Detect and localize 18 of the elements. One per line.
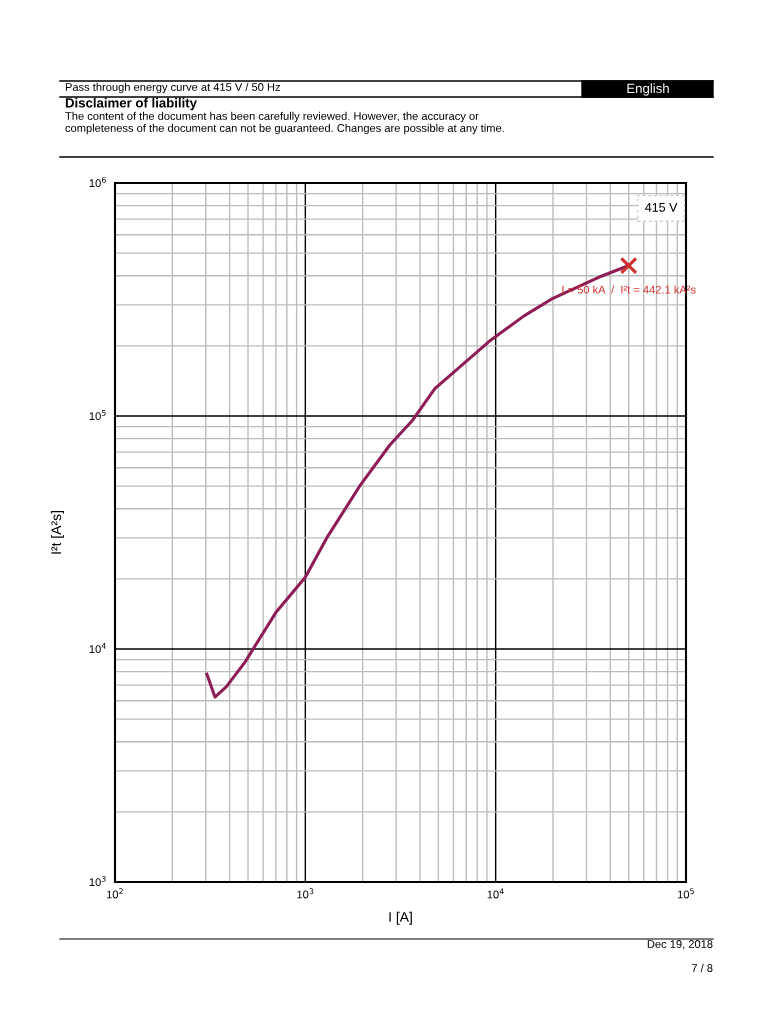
- text: 7 / 8: [691, 963, 713, 972]
- y-tick-label: 10$^{3}$: [89, 875, 106, 887]
- y-tick-label: 10$^{6}$: [89, 176, 106, 188]
- chart-subtitle: Disclaimer of liability: [65, 97, 197, 111]
- text: completeness of the document can not be guaranteed. Changes are possible at any time.: [65, 123, 504, 135]
- y-tick-label: 10$^{5}$: [89, 410, 106, 421]
- text: The content of the document has been carefully reviewed. However, the accuracy or: [65, 111, 479, 123]
- annotation: 415 V: [645, 203, 678, 212]
- x-tick-label: 10$^{3}$: [297, 888, 314, 899]
- x-tick-label: 10$^{5}$: [677, 888, 694, 899]
- text: English: [627, 83, 669, 96]
- text: Dec 19, 2018: [647, 940, 713, 950]
- y-tick-label: 10$^{4}$: [89, 643, 106, 654]
- x-tick-label: 10$^{2}$: [106, 888, 123, 899]
- x-tick-label: 10$^{4}$: [487, 888, 504, 899]
- y-axis-title: I²t [A²s]: [50, 511, 64, 554]
- chart-title: Pass through energy curve at 415 V / 50 Hz: [65, 82, 280, 94]
- x-axis-title: I [A]: [389, 911, 412, 925]
